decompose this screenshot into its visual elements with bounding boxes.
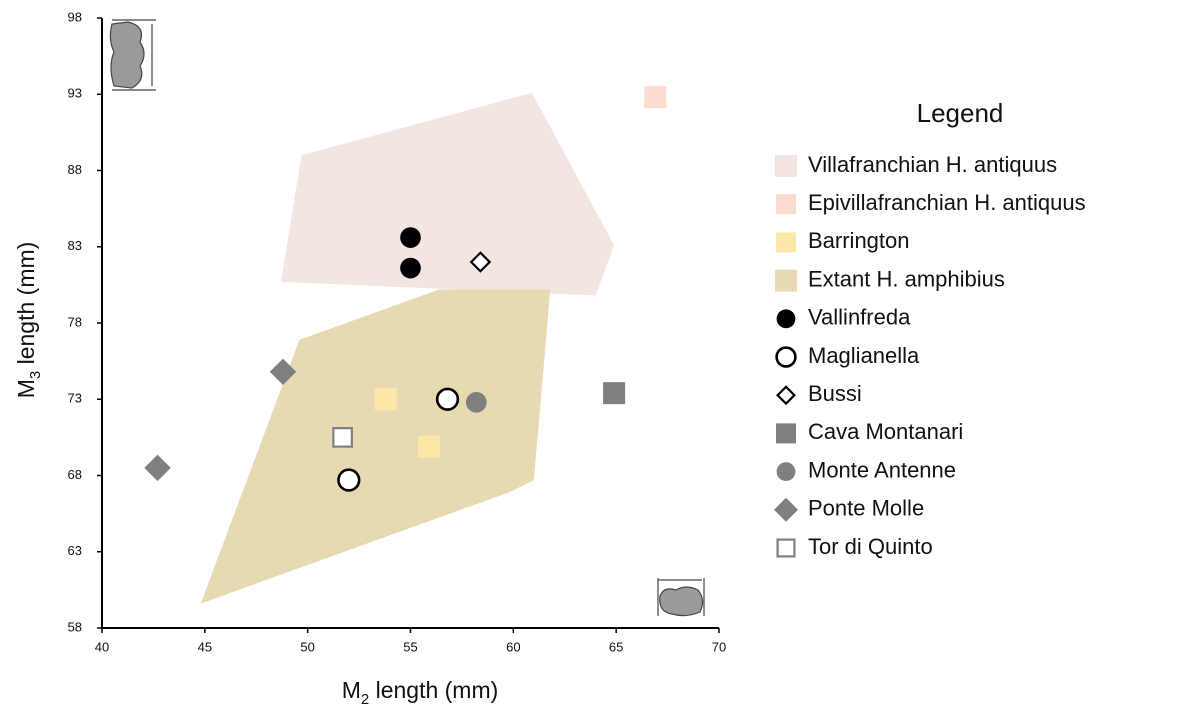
legend-label: Vallinfreda: [808, 305, 911, 330]
point: [776, 538, 796, 558]
point: [465, 391, 487, 413]
point: [603, 382, 626, 405]
x-label-suffix: length (mm): [369, 677, 498, 703]
y-label-subscript: 3: [27, 371, 44, 379]
legend-label: Extant H. amphibius: [808, 266, 1005, 291]
y-tick-label: 58: [68, 619, 82, 634]
legend-swatch: [775, 269, 797, 292]
x-tick-label: 40: [95, 639, 109, 654]
point: [776, 309, 796, 329]
point: [400, 227, 421, 248]
x-tick-label: 55: [403, 639, 417, 654]
x-tick-label: 65: [609, 639, 623, 654]
y-label-text: M: [13, 379, 39, 398]
y-tick-label: 88: [68, 162, 82, 177]
x-tick-label: 70: [712, 639, 726, 654]
legend-label: Barrington: [808, 228, 910, 253]
y-tick-label: 83: [68, 238, 82, 253]
point: [400, 257, 421, 279]
point: [776, 194, 796, 215]
point: [435, 387, 460, 411]
point: [774, 497, 798, 522]
y-tick-label: 98: [68, 9, 82, 24]
y-tick-label: 73: [68, 391, 82, 406]
legend-label: Bussi: [808, 381, 862, 406]
legend-label: Ponte Molle: [808, 496, 924, 521]
tooth-icon-y: [109, 19, 156, 91]
legend-label: Maglianella: [808, 343, 920, 368]
point: [332, 427, 353, 448]
point: [776, 423, 796, 444]
legend-label: Monte Antenne: [808, 457, 956, 482]
y-tick-label: 68: [68, 467, 82, 482]
point: [418, 435, 441, 458]
point: [374, 388, 397, 411]
point: [776, 232, 796, 253]
point: [144, 454, 171, 482]
legend-title: Legend: [917, 98, 1004, 128]
legend-label: Epivillafranchian H. antiquus: [808, 190, 1086, 215]
x-tick-label: 50: [300, 639, 314, 654]
y-tick-label: 63: [68, 543, 82, 558]
tooth-icon-x: [657, 578, 705, 617]
legend-label: Cava Montanari: [808, 419, 963, 444]
area-region: [280, 92, 615, 296]
legend-label: Tor di Quinto: [808, 534, 933, 559]
y-label-suffix: length (mm): [13, 242, 39, 371]
point: [337, 468, 361, 492]
point: [775, 346, 797, 368]
y-axis-label: M3 length (mm): [13, 242, 44, 399]
legend-swatch: [775, 155, 797, 177]
x-tick-label: 60: [506, 639, 520, 654]
point: [469, 251, 492, 273]
point: [776, 462, 796, 481]
point: [269, 358, 297, 385]
area-region: [200, 289, 551, 604]
y-tick-label: 93: [68, 86, 82, 101]
y-tick-label: 78: [68, 314, 82, 329]
legend-label: Villafranchian H. antiquus: [808, 152, 1057, 177]
point: [776, 385, 796, 406]
point: [644, 86, 667, 109]
x-label-text: M: [342, 677, 361, 703]
x-tick-label: 45: [198, 639, 212, 654]
x-axis-label: M2 length (mm): [342, 677, 499, 708]
x-label-subscript: 2: [361, 691, 369, 708]
